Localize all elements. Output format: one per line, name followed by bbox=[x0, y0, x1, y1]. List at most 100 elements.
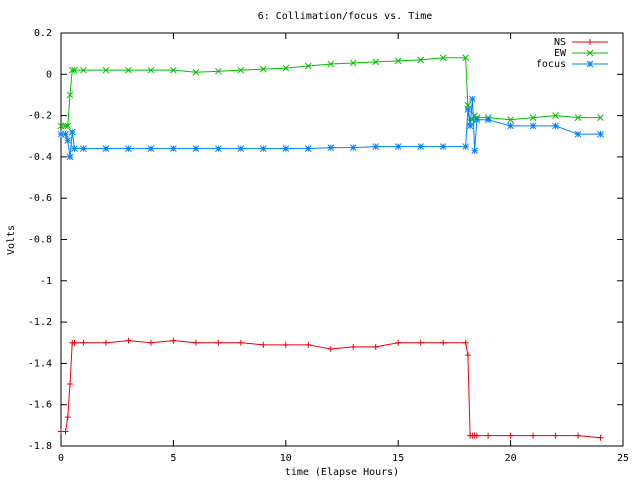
data-point bbox=[575, 432, 582, 439]
data-point bbox=[574, 114, 582, 122]
data-point bbox=[62, 122, 69, 130]
data-point bbox=[64, 122, 72, 130]
x-tick-label: 15 bbox=[392, 453, 404, 464]
data-point bbox=[507, 432, 514, 439]
data-point bbox=[259, 145, 267, 152]
data-point bbox=[71, 339, 78, 346]
data-point bbox=[471, 147, 478, 155]
data-point bbox=[282, 145, 290, 152]
data-point bbox=[484, 116, 492, 124]
data-point bbox=[147, 145, 155, 152]
data-point bbox=[473, 116, 481, 124]
data-point bbox=[102, 66, 110, 74]
data-point bbox=[327, 144, 335, 151]
data-point bbox=[552, 122, 559, 130]
data-point bbox=[192, 339, 199, 346]
data-point bbox=[574, 130, 582, 138]
data-point bbox=[237, 145, 245, 152]
data-point bbox=[597, 130, 604, 138]
data-point bbox=[68, 128, 76, 136]
x-tick-label: 0 bbox=[58, 453, 64, 464]
data-point bbox=[466, 122, 474, 130]
y-tick-label: -1.2 bbox=[28, 317, 52, 328]
data-point bbox=[125, 66, 132, 74]
data-point bbox=[64, 414, 71, 421]
data-point bbox=[64, 137, 72, 144]
data-point bbox=[372, 343, 379, 350]
data-point bbox=[552, 432, 559, 439]
data-point bbox=[439, 143, 447, 150]
y-axis-label: Volts bbox=[6, 225, 17, 255]
data-point bbox=[282, 341, 289, 348]
data-point bbox=[372, 58, 380, 66]
data-point bbox=[170, 66, 177, 74]
data-point bbox=[66, 91, 74, 99]
y-tick-label: -0.2 bbox=[28, 111, 52, 122]
data-point bbox=[462, 54, 469, 62]
y-tick-label: -0.4 bbox=[28, 152, 52, 163]
y-tick-label: -0.8 bbox=[28, 235, 52, 246]
data-point bbox=[259, 65, 267, 73]
y-tick-label: 0 bbox=[46, 69, 52, 80]
data-point bbox=[68, 66, 76, 74]
data-point bbox=[394, 57, 402, 65]
y-tick-label: -1.4 bbox=[28, 358, 52, 369]
data-point bbox=[62, 428, 69, 435]
data-point bbox=[464, 106, 472, 113]
x-tick-label: 20 bbox=[505, 453, 517, 464]
data-point bbox=[485, 432, 492, 439]
data-point bbox=[102, 145, 110, 152]
data-point bbox=[350, 343, 357, 350]
y-tick-label: -1.8 bbox=[28, 441, 52, 452]
data-point bbox=[597, 114, 604, 122]
data-point bbox=[192, 145, 200, 152]
data-point bbox=[597, 434, 604, 441]
y-tick-label: -1 bbox=[40, 276, 52, 287]
data-point bbox=[394, 143, 402, 150]
data-point bbox=[305, 341, 312, 348]
data-point bbox=[170, 337, 177, 344]
legend-label: focus bbox=[536, 59, 566, 70]
data-point bbox=[372, 143, 380, 150]
data-point bbox=[530, 432, 537, 439]
data-point bbox=[440, 339, 447, 346]
x-tick-label: 10 bbox=[280, 453, 292, 464]
data-point bbox=[170, 145, 177, 152]
data-point bbox=[464, 352, 471, 359]
data-point bbox=[552, 112, 559, 119]
data-point bbox=[529, 114, 537, 122]
y-tick-label: -1.6 bbox=[28, 400, 52, 411]
legend-marker bbox=[586, 49, 594, 57]
legend-label: EW bbox=[554, 48, 567, 59]
x-axis-label: time (Elapse Hours) bbox=[285, 467, 399, 478]
data-point bbox=[237, 339, 244, 346]
data-point bbox=[507, 116, 514, 124]
data-point bbox=[417, 56, 425, 64]
data-point bbox=[215, 339, 222, 346]
legend-marker bbox=[586, 60, 594, 68]
data-point bbox=[80, 145, 87, 152]
data-point bbox=[237, 66, 245, 74]
data-point bbox=[469, 95, 476, 103]
data-point bbox=[462, 143, 469, 150]
data-point bbox=[125, 145, 132, 152]
data-point bbox=[215, 67, 222, 75]
y-tick-label: -0.6 bbox=[28, 193, 52, 204]
data-point bbox=[80, 66, 87, 74]
legend-label: NS bbox=[554, 37, 566, 48]
data-point bbox=[304, 62, 312, 70]
data-point bbox=[327, 345, 334, 352]
data-point bbox=[71, 66, 78, 74]
data-point bbox=[417, 143, 425, 150]
y-tick-label: 0.2 bbox=[34, 28, 52, 39]
data-point bbox=[66, 153, 74, 161]
data-point bbox=[80, 339, 87, 346]
x-tick-label: 5 bbox=[170, 453, 176, 464]
data-point bbox=[529, 122, 537, 130]
data-point bbox=[439, 54, 447, 62]
data-point bbox=[102, 339, 109, 346]
data-point bbox=[147, 66, 155, 74]
data-point bbox=[282, 64, 290, 72]
data-point bbox=[215, 145, 222, 152]
